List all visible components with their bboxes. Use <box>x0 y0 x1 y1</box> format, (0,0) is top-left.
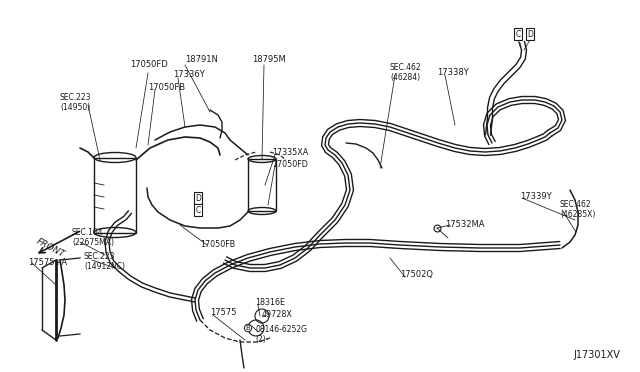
Text: B: B <box>246 325 250 331</box>
Text: 17050FB: 17050FB <box>148 83 185 92</box>
Bar <box>248 159 276 211</box>
Bar <box>94 157 136 232</box>
Text: SEC.223
(14912NC): SEC.223 (14912NC) <box>84 252 125 272</box>
Text: 17050FB: 17050FB <box>200 240 236 249</box>
Text: 08146-6252G
(2): 08146-6252G (2) <box>255 325 307 344</box>
Text: 17532MA: 17532MA <box>445 220 484 229</box>
Text: 17339Y: 17339Y <box>520 192 552 201</box>
Text: D: D <box>195 193 201 202</box>
Text: C: C <box>515 29 520 38</box>
Text: 17050FD: 17050FD <box>130 60 168 69</box>
Text: SEC.223
(14950): SEC.223 (14950) <box>60 93 92 112</box>
Text: FRONT: FRONT <box>35 237 66 259</box>
Text: 18795M: 18795M <box>252 55 285 64</box>
Text: 17502Q: 17502Q <box>400 270 433 279</box>
Text: C: C <box>195 205 200 215</box>
Text: D: D <box>527 29 533 38</box>
Text: 17338Y: 17338Y <box>437 68 468 77</box>
Text: 17575: 17575 <box>210 308 237 317</box>
Text: SEC.462
(46284): SEC.462 (46284) <box>390 63 422 83</box>
Text: SEC.462
(46285X): SEC.462 (46285X) <box>560 200 595 219</box>
Text: J17301XV: J17301XV <box>573 350 620 360</box>
Text: 49728X: 49728X <box>262 310 293 319</box>
Text: SEC.164
(22675MA): SEC.164 (22675MA) <box>72 228 114 247</box>
Text: 18791N: 18791N <box>185 55 218 64</box>
Text: 17336Y: 17336Y <box>173 70 205 79</box>
Text: 17335XA: 17335XA <box>272 148 308 157</box>
Text: 17050FD: 17050FD <box>272 160 308 169</box>
Text: 17575+A: 17575+A <box>28 258 67 267</box>
Text: 18316E: 18316E <box>255 298 285 307</box>
